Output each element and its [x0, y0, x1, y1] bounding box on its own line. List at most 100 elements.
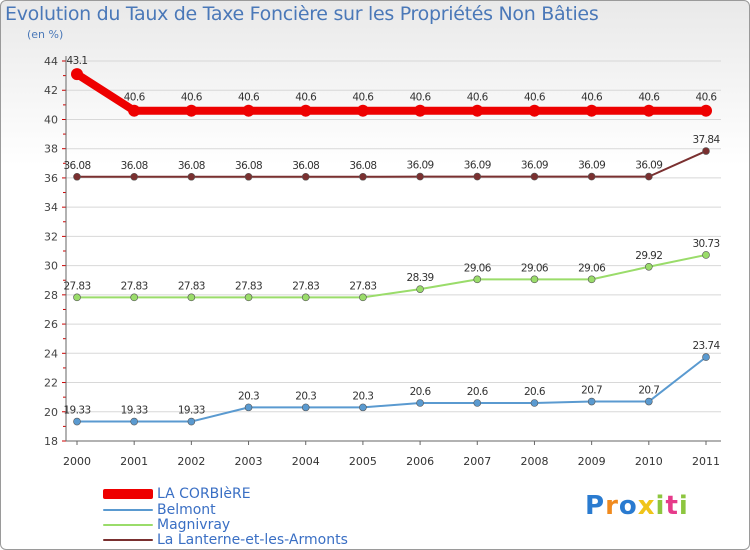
data-point	[473, 172, 482, 181]
data-point	[130, 172, 138, 181]
data-point	[130, 417, 138, 426]
data-point	[645, 397, 653, 406]
data-point	[73, 417, 81, 426]
data-point	[414, 104, 427, 117]
data-point	[585, 104, 598, 117]
x-tick-label: 2000	[63, 455, 91, 468]
data-point	[242, 104, 255, 117]
data-label: 36.09	[635, 160, 662, 172]
data-label: 40.6	[124, 92, 146, 104]
data-point	[244, 403, 253, 412]
data-point	[359, 293, 367, 302]
legend-label: Belmont	[157, 502, 216, 518]
data-label: 20.6	[467, 386, 489, 398]
series-line	[73, 70, 710, 115]
data-label: 36.08	[63, 160, 90, 172]
legend-swatch	[103, 524, 153, 526]
data-point	[530, 399, 539, 407]
data-label: 40.6	[352, 92, 374, 104]
data-label: 20.6	[524, 386, 546, 398]
data-label: 36.08	[292, 160, 319, 172]
data-label: 20.3	[352, 390, 373, 402]
data-point	[130, 293, 138, 302]
data-point	[530, 275, 539, 284]
x-tick-label: 2004	[292, 455, 320, 468]
unit-label: (en %)	[27, 28, 64, 41]
series-line	[76, 253, 707, 299]
data-point	[187, 417, 196, 426]
legend-item-magnivray: Magnivray	[103, 517, 230, 533]
data-label: 29.06	[578, 262, 606, 274]
logo-letter: o	[618, 491, 638, 521]
data-label: 36.08	[121, 160, 148, 172]
logo-letter: i	[678, 491, 689, 521]
data-point	[528, 104, 541, 117]
data-point	[301, 172, 310, 181]
data-label: 36.09	[521, 160, 548, 172]
data-label: 40.6	[295, 92, 317, 104]
data-point	[416, 285, 424, 293]
y-tick-label: 18	[44, 435, 58, 448]
x-tick-label: 2007	[463, 455, 491, 468]
y-tick-label: 30	[44, 260, 58, 273]
data-label: 29.06	[521, 262, 549, 274]
data-point	[416, 172, 424, 181]
chart-title: Evolution du Taux de Taxe Foncière sur l…	[5, 3, 599, 25]
y-tick-label: 28	[44, 289, 58, 302]
data-label: 36.09	[578, 160, 605, 172]
legend-swatch	[103, 509, 153, 511]
legend-label: LA CORBIèRE	[157, 486, 251, 502]
data-point	[702, 353, 710, 361]
x-tick-label: 2003	[235, 455, 263, 468]
data-label: 40.6	[410, 92, 432, 104]
data-label: 40.6	[638, 92, 660, 104]
data-label: 40.6	[238, 92, 260, 104]
data-point	[416, 399, 424, 407]
data-label: 23.74	[692, 340, 720, 352]
logo-letter: r	[605, 491, 619, 521]
y-tick-label: 40	[44, 113, 58, 126]
data-label: 20.3	[295, 390, 316, 402]
y-tick-label: 26	[44, 318, 58, 331]
series-line	[76, 356, 707, 423]
y-tick-label: 36	[44, 172, 58, 185]
logo-letter: i	[655, 491, 666, 521]
data-label: 29.06	[464, 262, 492, 274]
data-point	[128, 104, 141, 117]
data-label: 20.3	[238, 390, 259, 402]
y-tick-label: 22	[44, 377, 58, 390]
data-label: 30.73	[692, 238, 719, 250]
data-point	[700, 104, 712, 117]
legend-swatch	[103, 489, 153, 499]
x-tick-label: 2011	[692, 455, 720, 468]
legend-item-la-lanterne: La Lanterne-et-les-Armonts	[103, 532, 348, 548]
x-tick-label: 2005	[349, 455, 377, 468]
data-point	[73, 172, 81, 181]
data-label: 27.83	[235, 280, 262, 292]
data-point	[73, 293, 81, 302]
data-point	[359, 403, 367, 412]
data-point	[471, 104, 484, 117]
y-tick-label: 34	[44, 201, 58, 214]
data-point	[187, 293, 196, 302]
data-point	[702, 251, 710, 259]
logo-letter: t	[665, 491, 679, 521]
data-label: 36.08	[178, 160, 205, 172]
legend-label: Magnivray	[157, 517, 231, 533]
legend-item-belmont: Belmont	[103, 502, 216, 518]
data-label: 19.33	[63, 405, 90, 417]
y-tick-label: 42	[44, 84, 58, 97]
legend-label: La Lanterne-et-les-Armonts	[157, 532, 348, 548]
data-label: 28.39	[407, 272, 434, 284]
data-point	[642, 104, 655, 117]
data-point	[645, 172, 653, 181]
x-tick-label: 2002	[177, 455, 205, 468]
data-label: 20.7	[638, 385, 659, 397]
data-label: 20.6	[410, 386, 432, 398]
series-line	[76, 150, 707, 178]
data-point	[301, 403, 310, 412]
data-label: 36.09	[407, 160, 434, 172]
data-point	[587, 397, 596, 406]
